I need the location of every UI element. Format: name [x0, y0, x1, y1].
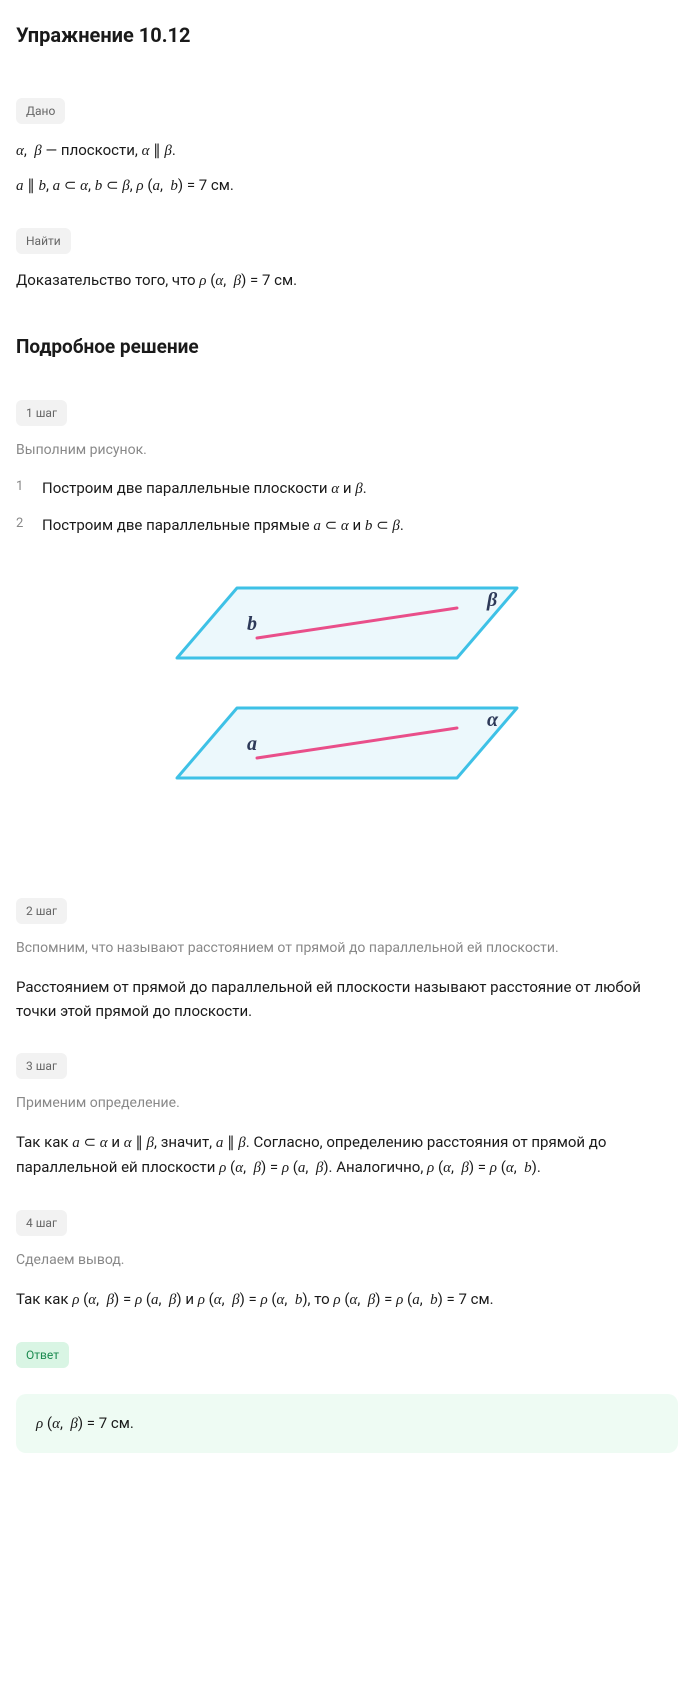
step2-text: Расстоянием от прямой до параллельной ей… [16, 975, 678, 1023]
step1-sub: Выполним рисунок. [16, 440, 678, 461]
dano-line-1: α, β — плоскости, α ∥ β. [16, 138, 678, 163]
list-number: 1 [16, 477, 28, 501]
list-text: Построим две параллельные прямые a ⊂ α и… [42, 514, 404, 538]
pill-step3: 3 шаг [16, 1053, 67, 1079]
pill-dano: Дано [16, 98, 65, 124]
pill-step2: 2 шаг [16, 898, 67, 924]
exercise-title: Упражнение 10.12 [16, 20, 678, 50]
answer-box: ρ (α, β) = 7 см. [16, 1394, 678, 1454]
pill-step1: 1 шаг [16, 400, 67, 426]
step1-item: 1 Построим две параллельные плоскости α и… [16, 477, 678, 501]
najti-text: Доказательство того, что ρ (α, β) = 7 см… [16, 268, 678, 293]
pill-step4: 4 шаг [16, 1210, 67, 1236]
step4-sub: Сделаем вывод. [16, 1250, 678, 1271]
svg-text:b: b [247, 613, 257, 635]
step2-sub: Вспомним, что называют расстоянием от пр… [16, 938, 678, 959]
list-number: 2 [16, 514, 28, 538]
pill-najti: Найти [16, 228, 71, 254]
parallel-planes-diagram: β b α a [147, 568, 547, 818]
section-title: Подробное решение [16, 333, 678, 362]
svg-text:α: α [487, 709, 499, 731]
dano-line-2: a ∥ b, a ⊂ α, b ⊂ β, ρ (a, b) = 7 см. [16, 173, 678, 198]
pill-answer: Ответ [16, 1342, 69, 1368]
step1-item: 2 Построим две параллельные прямые a ⊂ α … [16, 514, 678, 538]
list-text: Построим две параллельные плоскости α и … [42, 477, 367, 501]
step4-text: Так как ρ (α, β) = ρ (a, β) и ρ (α, β) =… [16, 1287, 678, 1312]
step3-text: Так как a ⊂ α и α ∥ β, значит, a ∥ β. Со… [16, 1130, 678, 1180]
diagram-wrap: β b α a [16, 568, 678, 818]
svg-text:a: a [247, 733, 257, 755]
step3-sub: Применим определение. [16, 1093, 678, 1114]
step1-list: 1 Построим две параллельные плоскости α и… [16, 477, 678, 538]
svg-text:β: β [486, 589, 498, 611]
